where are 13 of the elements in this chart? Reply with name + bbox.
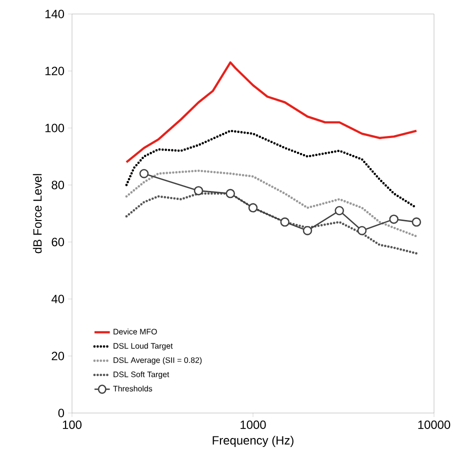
y-tick-label: 80 xyxy=(52,180,64,190)
y-tick-label: 100 xyxy=(45,124,64,132)
y-axis-title: dB Force Level xyxy=(32,174,42,254)
y-tick-label: 140 xyxy=(45,10,64,18)
y-tick-label: 40 xyxy=(51,294,64,304)
y-tick-label: 0 xyxy=(58,408,64,418)
x-tick-label: 10000 xyxy=(418,420,450,429)
y-tick-label: 20 xyxy=(52,352,64,360)
x-axis-title: Frequency (Hz) xyxy=(212,436,294,447)
x-tick-label: 100 xyxy=(62,420,82,429)
y-tick-label: 120 xyxy=(45,66,64,76)
y-tick-label: 60 xyxy=(52,238,64,246)
x-tick-label: 1000 xyxy=(240,420,266,429)
